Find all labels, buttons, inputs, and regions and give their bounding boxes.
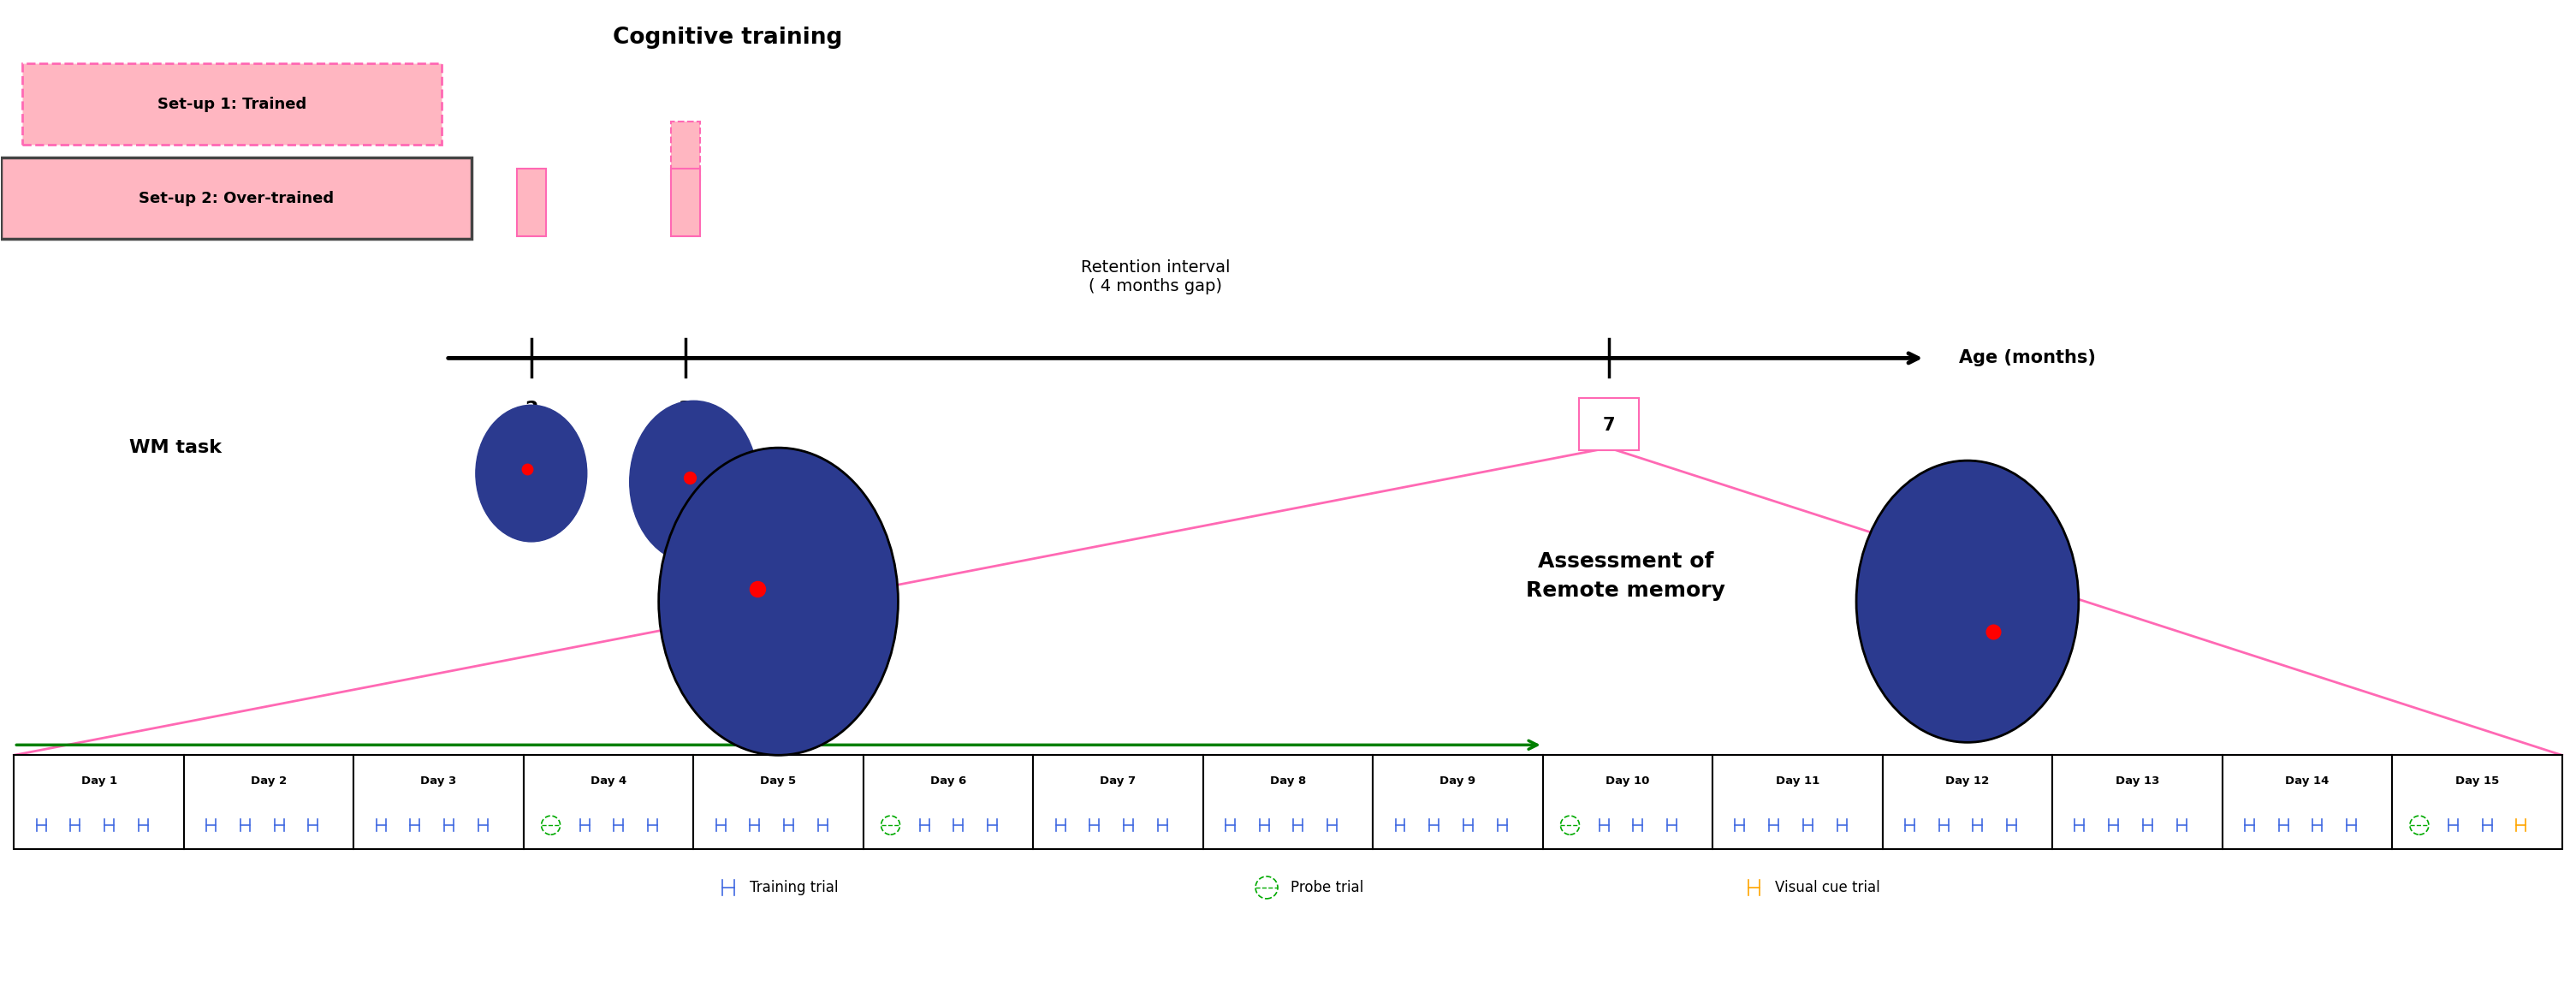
- Text: Day 13: Day 13: [2115, 775, 2159, 786]
- Bar: [523, 755, 693, 849]
- Text: Day 1: Day 1: [80, 775, 116, 786]
- Bar: [1373, 755, 1543, 849]
- Text: Set-up 2: Over-trained: Set-up 2: Over-trained: [139, 191, 335, 206]
- Text: Day 12: Day 12: [1945, 775, 1989, 786]
- Text: WM task: WM task: [129, 439, 222, 457]
- Text: Probe trial: Probe trial: [1291, 880, 1363, 896]
- Text: Day 7: Day 7: [1100, 775, 1136, 786]
- Bar: [2223, 755, 2393, 849]
- Text: Day 5: Day 5: [760, 775, 796, 786]
- Bar: [2053, 755, 2223, 849]
- Bar: [1203, 755, 1373, 849]
- Text: Day 4: Day 4: [590, 775, 626, 786]
- Bar: [1543, 755, 1713, 849]
- Text: Visual cue trial: Visual cue trial: [1775, 880, 1880, 896]
- Text: Day 2: Day 2: [250, 775, 286, 786]
- Bar: [863, 755, 1033, 849]
- Bar: [183, 755, 353, 849]
- Text: Day 9: Day 9: [1440, 775, 1476, 786]
- Text: Retention interval
( 4 months gap): Retention interval ( 4 months gap): [1082, 259, 1231, 294]
- Bar: [1883, 755, 2053, 849]
- Bar: [1713, 755, 1883, 849]
- Bar: [353, 755, 523, 849]
- Bar: [1033, 755, 1203, 849]
- Bar: [13, 755, 183, 849]
- Bar: [2393, 755, 2563, 849]
- Ellipse shape: [629, 401, 757, 563]
- Text: Set-up 1: Trained: Set-up 1: Trained: [157, 96, 307, 112]
- FancyBboxPatch shape: [0, 158, 471, 239]
- Text: Day 6: Day 6: [930, 775, 966, 786]
- Text: 3: 3: [677, 401, 693, 418]
- Text: 7: 7: [1602, 417, 1615, 434]
- FancyBboxPatch shape: [1579, 399, 1638, 451]
- FancyBboxPatch shape: [670, 169, 701, 236]
- Text: Day 8: Day 8: [1270, 775, 1306, 786]
- Text: Cognitive training: Cognitive training: [613, 27, 842, 49]
- Text: Day 3: Day 3: [420, 775, 456, 786]
- Text: Assessment of
Remote memory: Assessment of Remote memory: [1525, 551, 1726, 600]
- FancyBboxPatch shape: [670, 121, 701, 181]
- Text: Training trial: Training trial: [750, 880, 837, 896]
- Text: Day 10: Day 10: [1605, 775, 1649, 786]
- Text: 2: 2: [526, 401, 538, 418]
- Ellipse shape: [1857, 461, 2079, 742]
- FancyBboxPatch shape: [23, 63, 440, 145]
- FancyBboxPatch shape: [518, 169, 546, 236]
- Text: Day 15: Day 15: [2455, 775, 2499, 786]
- Text: Day 14: Day 14: [2285, 775, 2329, 786]
- Ellipse shape: [659, 448, 899, 755]
- Bar: [693, 755, 863, 849]
- Text: Day 11: Day 11: [1775, 775, 1819, 786]
- Text: Age (months): Age (months): [1960, 349, 2097, 366]
- Ellipse shape: [477, 405, 587, 542]
